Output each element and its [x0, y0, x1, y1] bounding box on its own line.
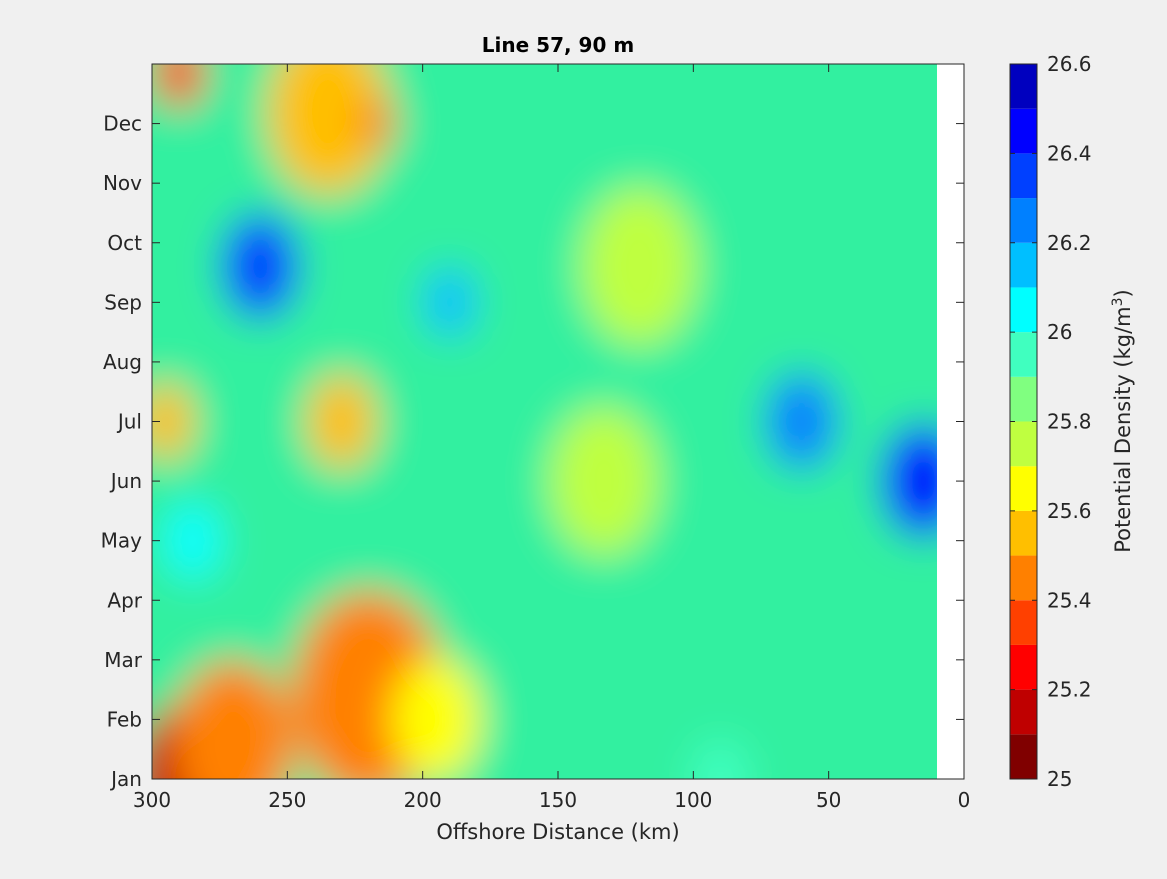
contour-region — [357, 97, 396, 150]
colorbar-tick-label: 25 — [1047, 767, 1072, 791]
contour-region — [267, 64, 389, 196]
colorbar-segment — [1010, 242, 1037, 288]
y-tick-label: Aug — [103, 350, 142, 374]
y-tick-label: Mar — [104, 648, 143, 672]
y-tick-label: Oct — [107, 231, 142, 255]
colorbar-segment — [1010, 287, 1037, 333]
colorbar-segment — [1010, 421, 1037, 467]
x-tick-label: 200 — [404, 788, 442, 812]
colorbar-segment — [1010, 153, 1037, 199]
contour-region — [691, 739, 750, 779]
y-tick-label: Feb — [107, 707, 142, 731]
x-tick-label: 0 — [958, 788, 971, 812]
x-axis-label: Offshore Distance (km) — [436, 820, 679, 844]
contour-region — [172, 659, 294, 779]
colorbar-segment — [1010, 198, 1037, 243]
x-axis: 300 250 200 150 100 50 0 — [133, 64, 970, 812]
colorbar-tick-label: 25.8 — [1047, 410, 1092, 434]
colorbar-segment — [1010, 332, 1037, 377]
x-tick-label: 300 — [133, 788, 171, 812]
colorbar-tick-label: 26 — [1047, 320, 1072, 344]
colorbar-segment — [1010, 510, 1037, 556]
colorbar-segment — [1010, 600, 1037, 645]
plot-area: 300 250 200 150 100 50 0 Jan Feb Mar Apr May Jun Jul… — [101, 63, 970, 812]
contour-region — [391, 657, 481, 779]
y-tick-label: Jul — [116, 410, 142, 434]
x-tick-label: 150 — [539, 788, 577, 812]
y-axis: Jan Feb Mar Apr May Jun Jul Aug Sep Oct Nov Dec — [101, 112, 964, 791]
y-tick-label: Jun — [109, 469, 142, 493]
y-tick-label: Nov — [103, 171, 142, 195]
colorbar-segment — [1010, 734, 1037, 779]
y-tick-label: Sep — [104, 290, 142, 314]
colorbar-tick-label: 25.6 — [1047, 499, 1092, 523]
colorbar-segment — [1010, 644, 1037, 690]
x-tick-label: 50 — [816, 788, 841, 812]
colorbar-tick-label: 26.6 — [1047, 52, 1092, 76]
contour-region — [549, 406, 659, 556]
contour-region — [581, 187, 697, 346]
contour-region — [163, 501, 222, 581]
colorbar-tick-label: 25.4 — [1047, 588, 1092, 612]
colorbar: 25 25.2 25.4 25.6 25.8 26 26.2 26.4 26.6 Potenti… — [1009, 52, 1135, 791]
contour-region — [424, 267, 476, 338]
colorbar-segment — [1010, 555, 1037, 601]
colorbar-tick-label: 26.4 — [1047, 141, 1092, 165]
x-tick-label: 250 — [268, 788, 306, 812]
colorbar-tick-label: 26.2 — [1047, 231, 1092, 255]
colorbar-segment — [1010, 376, 1037, 422]
y-tick-label: May — [101, 529, 143, 553]
colorbar-segment — [1010, 108, 1037, 154]
colorbar-segment — [1010, 466, 1037, 511]
contour-region — [306, 373, 377, 470]
contour-region — [153, 64, 205, 109]
contour-region — [152, 381, 195, 462]
colorbar-segment — [1010, 64, 1037, 109]
x-tick-label: 100 — [674, 788, 712, 812]
y-tick-label: Apr — [107, 588, 142, 612]
colorbar-tick-label: 25.2 — [1047, 678, 1092, 702]
chart-title: Line 57, 90 m — [482, 33, 634, 57]
colorbar-label: Potential Density (kg/m3) — [1110, 289, 1135, 553]
contour-region — [221, 213, 299, 320]
y-tick-label: Jan — [109, 767, 142, 791]
colorbar-segment — [1010, 689, 1037, 735]
contour-region — [766, 373, 837, 470]
y-tick-label: Dec — [103, 112, 142, 136]
